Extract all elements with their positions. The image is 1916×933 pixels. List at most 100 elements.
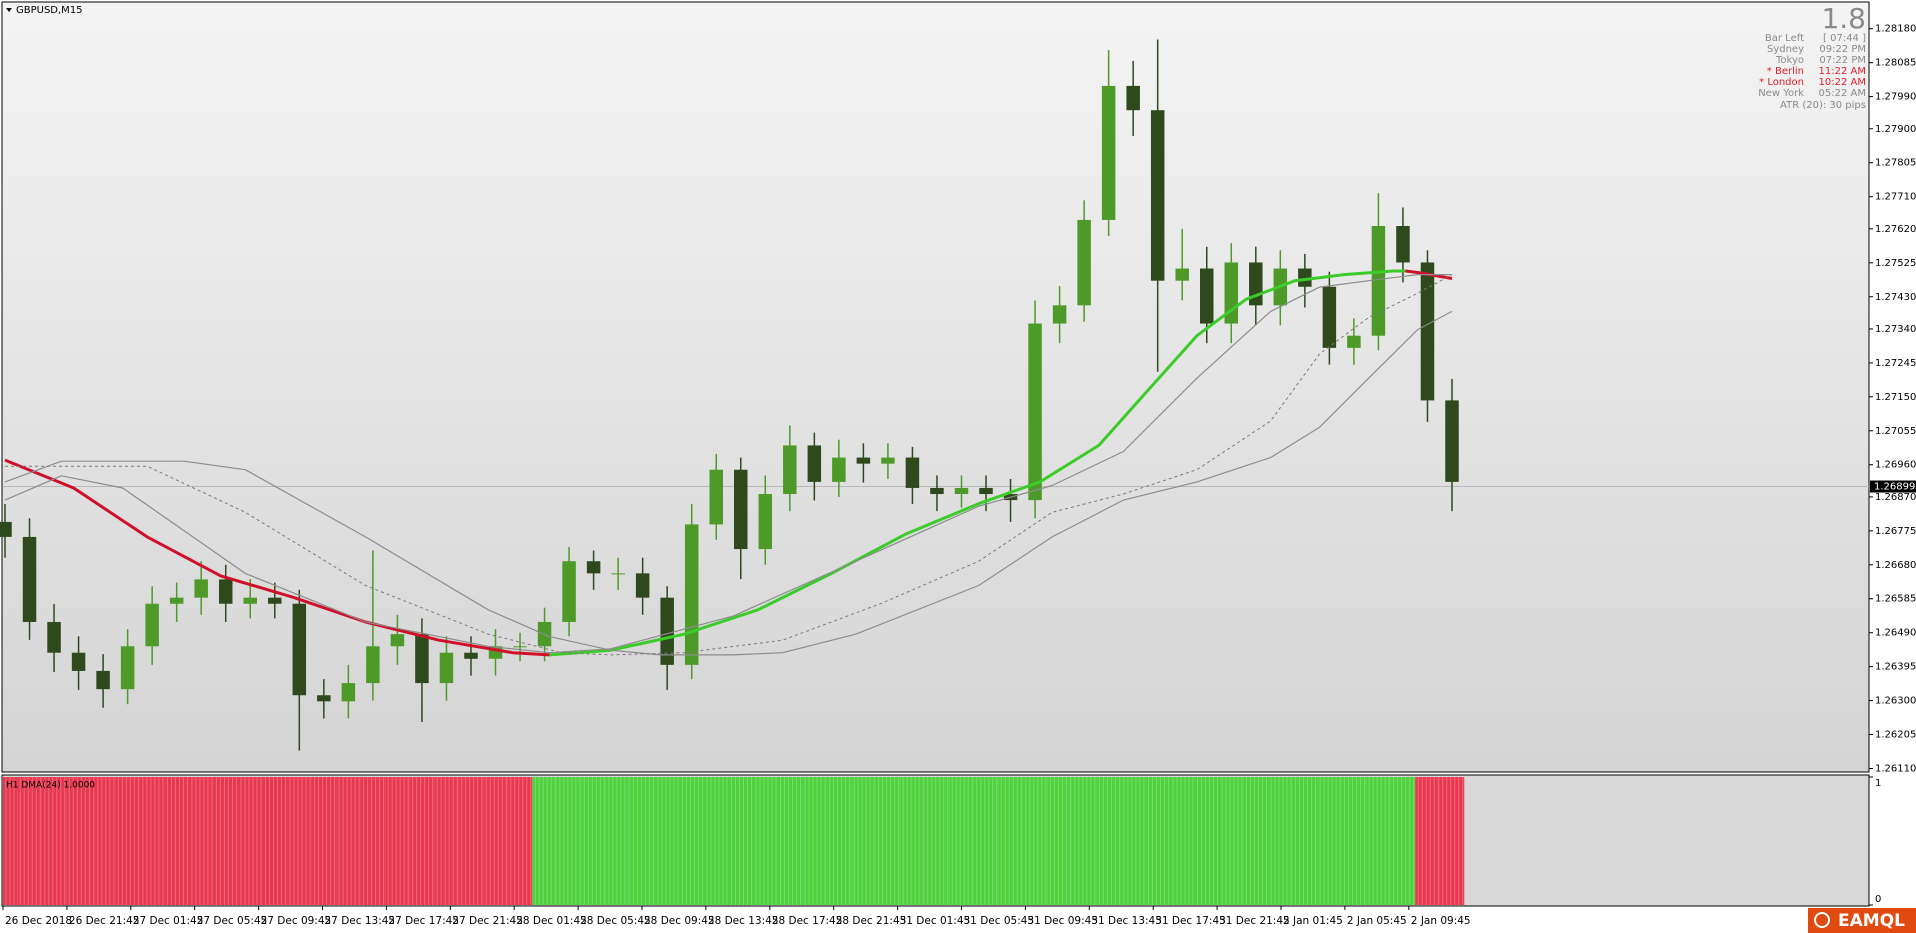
indicator-bar xyxy=(900,777,925,905)
candle-body xyxy=(611,573,625,575)
candle-body xyxy=(709,469,723,525)
indicator-bar xyxy=(802,777,827,905)
ma-line xyxy=(4,458,550,657)
info-name: * Berlin xyxy=(1767,66,1804,77)
x-tick-label: 27 Dec 21:45 xyxy=(452,915,523,927)
ma-line xyxy=(1405,269,1453,280)
indicator-bar xyxy=(385,777,410,905)
info-name: Tokyo xyxy=(1775,55,1804,66)
indicator-bar xyxy=(1317,777,1342,905)
candle-body xyxy=(979,487,993,495)
x-tick-label: 31 Dec 05:45 xyxy=(964,915,1035,927)
info-name: New York xyxy=(1758,88,1804,99)
indicator-bar xyxy=(1341,777,1367,905)
x-tick-label: 31 Dec 13:45 xyxy=(1091,915,1162,927)
y-tick-label: 1.26870 xyxy=(1875,492,1916,503)
candle-body xyxy=(415,634,429,684)
x-tick-label: 31 Dec 01:45 xyxy=(900,915,971,927)
candle-body xyxy=(47,621,61,653)
candle-body xyxy=(856,457,871,464)
candle-body xyxy=(1396,226,1410,263)
indicator-bar xyxy=(1096,777,1121,905)
y-tick-label: 1.26585 xyxy=(1875,594,1916,605)
candle-body xyxy=(390,634,405,647)
candle-body xyxy=(1371,226,1386,336)
indicator-bar xyxy=(1194,777,1220,905)
info-value: 10:22 AM xyxy=(1819,77,1866,88)
ma-line xyxy=(5,274,1453,656)
info-name: * London xyxy=(1759,77,1804,88)
indicator-bar xyxy=(139,777,165,905)
y-tick-label: 1.28180 xyxy=(1875,24,1916,35)
candle-body xyxy=(783,445,797,495)
indicator-bar xyxy=(581,777,606,905)
ma-line xyxy=(549,269,1406,657)
candle-body xyxy=(832,457,846,482)
y-tick-label: 1.26300 xyxy=(1875,696,1916,707)
candle-body xyxy=(1347,335,1361,348)
candle-body xyxy=(317,695,331,702)
info-value: 09:22 PM xyxy=(1819,44,1866,55)
candle-body xyxy=(1052,305,1067,324)
ma-line xyxy=(4,274,1452,654)
candle-body xyxy=(1126,85,1140,111)
x-tick-label: 27 Dec 17:45 xyxy=(388,915,459,927)
indicator-bar xyxy=(66,777,91,905)
info-value: [ 07:44 ] xyxy=(1823,33,1866,44)
indicator-bar xyxy=(1390,777,1416,905)
logo: EAMQL xyxy=(1838,911,1905,931)
indicator-bar xyxy=(164,777,189,905)
y-tick-label: 1.27055 xyxy=(1875,426,1916,437)
x-tick-label: 26 Dec 21:45 xyxy=(69,915,140,927)
x-tick-label: 27 Dec 13:45 xyxy=(325,915,396,927)
indicator-bar xyxy=(360,777,386,905)
x-tick-label: 28 Dec 05:45 xyxy=(580,915,651,927)
ma-line xyxy=(4,310,1453,656)
y-tick-label: 1.27245 xyxy=(1875,358,1916,369)
candle-body xyxy=(71,652,86,671)
indicator-bar xyxy=(213,777,238,905)
y-tick-label: 1.27430 xyxy=(1875,292,1916,303)
indicator-bar xyxy=(458,777,484,905)
info-big: 1.8 xyxy=(1821,2,1866,35)
menu-triangle xyxy=(6,8,12,12)
x-tick-label: 31 Dec 17:45 xyxy=(1155,915,1226,927)
candle-body xyxy=(439,652,454,684)
candle-body xyxy=(930,487,944,495)
indicator-bar xyxy=(703,777,729,905)
indicator-y-tick-label: 1 xyxy=(1875,778,1881,789)
indicator-bar xyxy=(17,777,42,905)
current-price-tag xyxy=(1870,480,1916,493)
indicator-bar xyxy=(924,777,950,905)
indicator-bar xyxy=(237,777,263,905)
y-tick-label: 1.27710 xyxy=(1875,192,1916,203)
indicator-bar xyxy=(1047,777,1072,905)
indicator-bar xyxy=(409,777,435,905)
indicator-bar xyxy=(3,777,18,905)
candle-body xyxy=(243,597,257,604)
x-tick-label: 27 Dec 09:45 xyxy=(261,915,332,927)
candle-body xyxy=(684,524,699,665)
y-tick-label: 1.26680 xyxy=(1875,560,1916,571)
candle-body xyxy=(1298,268,1312,287)
candle-body xyxy=(586,561,601,574)
x-tick-label: 28 Dec 17:45 xyxy=(772,915,843,927)
indicator-bar xyxy=(1145,777,1170,905)
current-price-label: 1.26899 xyxy=(1874,482,1915,493)
candle-body xyxy=(1101,85,1116,220)
y-tick-label: 1.27620 xyxy=(1875,224,1916,235)
candle-body xyxy=(954,487,969,495)
candle-body xyxy=(218,579,233,604)
candle-body xyxy=(1200,268,1214,324)
info-value: 07:22 PM xyxy=(1819,55,1866,66)
indicator-y-tick-label: 0 xyxy=(1875,894,1881,905)
main-panel xyxy=(1,1,1870,773)
candle-body xyxy=(292,603,307,696)
y-tick-label: 1.28085 xyxy=(1875,58,1916,69)
x-tick-label: 27 Dec 05:45 xyxy=(197,915,268,927)
y-tick-label: 1.26775 xyxy=(1875,526,1916,537)
candle-body xyxy=(1077,219,1091,306)
indicator-bar xyxy=(654,777,680,905)
candle-body xyxy=(169,597,184,604)
